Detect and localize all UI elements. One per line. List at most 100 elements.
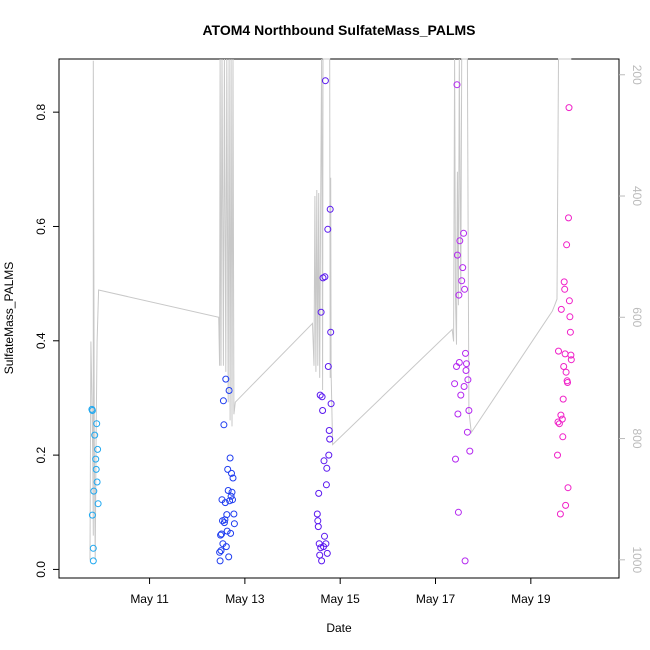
data-point-5	[555, 347, 562, 355]
data-point-2	[222, 543, 230, 551]
altitude-trace	[89, 58, 572, 560]
data-point-3	[315, 489, 323, 497]
data-point-5	[566, 313, 574, 321]
data-point-2	[224, 487, 232, 494]
secondary-y-axis: 200 400 600 800 1000	[619, 65, 644, 573]
data-point-5	[567, 356, 575, 364]
data-point-1	[88, 407, 96, 414]
data-point-4	[453, 81, 461, 89]
plot-area	[58, 58, 620, 579]
data-point-2	[217, 531, 225, 539]
x-tick-label: May 15	[321, 592, 361, 606]
data-point-3	[316, 551, 324, 559]
y-tick-label: 0.8	[34, 103, 48, 120]
data-point-5	[567, 351, 575, 359]
data-points	[88, 77, 575, 565]
data-point-5	[554, 451, 561, 459]
data-point-4	[454, 410, 462, 418]
data-point-3	[326, 205, 334, 213]
data-point-3	[327, 328, 335, 336]
y2-tick-label: 800	[630, 429, 644, 449]
data-point-4	[453, 251, 461, 259]
data-point-3	[316, 391, 324, 399]
data-point-4	[462, 367, 470, 374]
data-point-4	[463, 360, 470, 368]
data-point-5	[565, 104, 573, 112]
data-point-2	[224, 465, 232, 473]
data-point-2	[228, 469, 235, 477]
y-tick-label: 0.0	[34, 561, 48, 578]
x-axis: May 11 May 13 May 15 May 17 May 19	[130, 578, 551, 606]
data-point-1	[88, 511, 96, 519]
data-point-5	[554, 418, 562, 426]
data-point-3	[321, 532, 328, 540]
data-point-1	[94, 445, 102, 453]
data-point-5	[564, 379, 571, 386]
data-point-4	[466, 447, 474, 455]
data-point-2	[227, 529, 235, 537]
data-point-2	[225, 553, 233, 561]
data-point-5	[557, 411, 565, 419]
y2-tick-label: 1000	[630, 546, 644, 573]
data-point-1	[94, 500, 102, 508]
data-point-5	[558, 415, 566, 423]
data-point-4	[458, 277, 466, 285]
data-point-5	[565, 297, 573, 305]
data-point-5	[561, 285, 569, 293]
data-point-4	[454, 508, 462, 516]
data-point-2	[230, 510, 238, 518]
data-point-3	[315, 540, 323, 548]
data-point-3	[314, 517, 322, 525]
data-point-1	[89, 544, 97, 552]
data-point-5	[556, 510, 564, 518]
data-point-4	[464, 376, 472, 384]
data-point-5	[559, 433, 567, 441]
data-point-3	[321, 77, 329, 85]
y2-tick-label: 200	[630, 65, 644, 85]
data-point-3	[317, 308, 325, 316]
data-point-1	[89, 557, 97, 565]
data-point-5	[559, 395, 567, 403]
data-point-5	[562, 501, 570, 509]
data-point-4	[459, 264, 467, 272]
data-point-4	[455, 359, 463, 366]
data-point-3	[323, 549, 331, 557]
data-point-5	[560, 363, 568, 370]
data-point-4	[460, 383, 468, 390]
data-point-1	[92, 465, 100, 473]
data-point-3	[323, 464, 331, 472]
chart-title: ATOM4 Northbound SulfateMass_PALMS	[202, 22, 475, 38]
data-point-2	[216, 557, 224, 565]
data-point-2	[230, 520, 238, 528]
data-point-4	[452, 455, 459, 463]
data-point-2	[221, 499, 229, 507]
data-point-4	[465, 407, 473, 414]
data-point-4	[457, 391, 465, 399]
data-point-2	[220, 519, 228, 527]
x-tick-label: May 17	[416, 592, 456, 606]
data-point-3	[324, 225, 332, 233]
data-point-2	[229, 474, 237, 482]
x-tick-label: May 19	[511, 592, 551, 606]
data-point-2	[217, 547, 225, 555]
altitude-line	[89, 58, 572, 560]
x-tick-label: May 13	[225, 592, 265, 606]
y-axis-label: SulfateMass_PALMS	[2, 262, 16, 375]
data-point-2	[222, 375, 230, 383]
x-tick-label: May 11	[130, 592, 169, 606]
data-point-5	[563, 241, 571, 249]
data-point-1	[93, 420, 101, 428]
data-point-1	[90, 487, 98, 495]
data-point-4	[451, 380, 459, 388]
data-point-2	[228, 488, 236, 496]
data-point-4	[455, 291, 463, 299]
data-point-4	[462, 349, 469, 357]
data-point-3	[327, 400, 335, 408]
data-point-3	[322, 481, 330, 489]
data-point-2	[216, 548, 224, 556]
data-point-3	[321, 273, 329, 281]
data-point-2	[223, 511, 231, 519]
data-point-2	[226, 454, 234, 462]
data-point-3	[320, 457, 328, 465]
data-point-5	[566, 328, 574, 336]
